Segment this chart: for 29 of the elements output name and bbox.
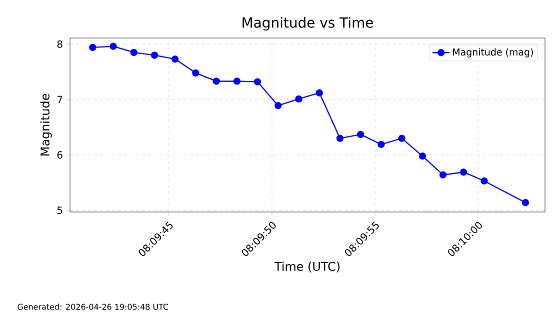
point bbox=[130, 48, 138, 56]
point bbox=[89, 44, 96, 52]
y-tick-label: 5 bbox=[57, 206, 62, 214]
point bbox=[316, 89, 323, 96]
point bbox=[378, 140, 385, 148]
point bbox=[110, 42, 117, 50]
legend-label: Magnitude (mag) bbox=[453, 48, 533, 58]
point bbox=[150, 52, 158, 59]
point bbox=[398, 134, 406, 142]
point bbox=[336, 134, 344, 142]
point bbox=[192, 69, 200, 76]
point bbox=[212, 78, 220, 85]
point bbox=[418, 152, 426, 160]
point bbox=[480, 177, 488, 185]
point bbox=[460, 168, 468, 176]
point bbox=[171, 55, 179, 63]
x-axis-title: Time (UTC) bbox=[274, 262, 340, 272]
point bbox=[295, 95, 302, 103]
y-tick-label: 7 bbox=[57, 96, 62, 104]
point bbox=[356, 130, 364, 138]
point bbox=[274, 102, 282, 110]
y-tick-label: 6 bbox=[57, 151, 62, 159]
point bbox=[439, 171, 447, 178]
point bbox=[254, 78, 262, 86]
y-axis-title: Magnitude bbox=[40, 94, 52, 156]
y-tick-label: 8 bbox=[57, 40, 62, 48]
point bbox=[522, 198, 530, 206]
chart-title: Magnitude vs Time bbox=[242, 17, 373, 31]
point bbox=[233, 78, 241, 85]
